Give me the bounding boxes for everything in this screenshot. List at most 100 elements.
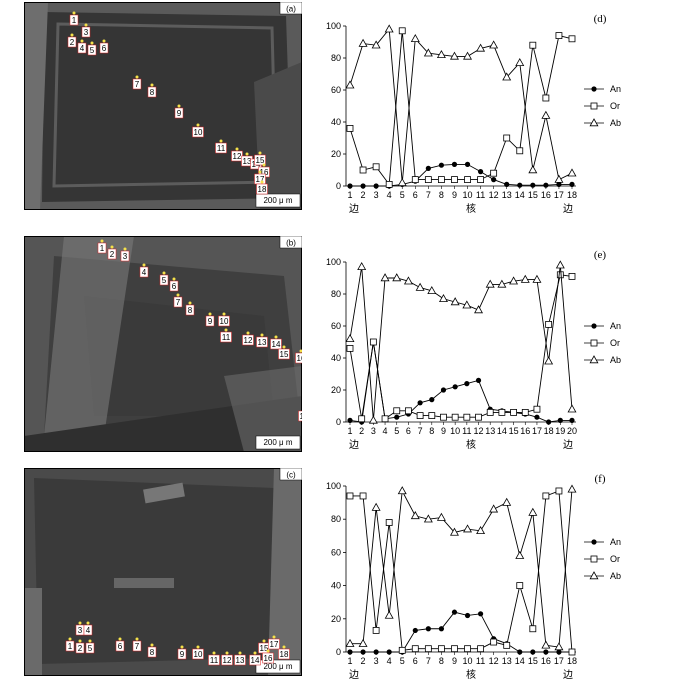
spot-marker [260,180,264,184]
x-group-label-right: 边 [563,669,573,681]
data-point-or [438,176,445,184]
spot-label: 7 [135,80,140,89]
data-point-an [534,414,540,420]
analysis-spot: 10 [192,645,204,660]
spot-marker [70,33,74,37]
analysis-spot: 1 [69,11,79,26]
analysis-spot: 2 [107,245,117,260]
data-point-or [381,415,389,423]
spot-label: 10 [194,650,203,659]
spot-marker [245,152,249,156]
data-point-an [464,612,471,619]
analysis-spot: 14 [270,335,282,350]
x-tick-label: 12 [489,190,499,200]
series-an [347,161,575,189]
data-point-ab [567,484,577,493]
data-point-an [504,181,510,187]
y-tick-label: 40 [331,117,341,127]
x-tick-label: 17 [554,190,564,200]
analysis-spot: 5 [159,271,169,286]
data-point-an [543,649,549,655]
analysis-spot: 18 [256,180,268,195]
x-tick-label: 15 [528,656,538,666]
spot-marker [78,621,82,625]
legend-entry-ab: Ab [584,118,621,128]
y-tick-label: 60 [331,321,341,331]
data-point-an [556,649,562,655]
data-point-ab [410,511,420,520]
analysis-spot: 9 [177,645,187,660]
x-tick-label: 19 [555,426,565,436]
x-tick-label: 13 [485,426,495,436]
legend-label: Ab [610,118,621,128]
x-tick-label: 13 [502,190,512,200]
analysis-spot: 13 [234,651,246,666]
spot-marker [262,639,266,643]
series-line-an [350,163,572,187]
data-point-an [569,417,575,423]
spot-label: 18 [258,185,267,194]
data-point-ab [450,297,460,306]
micrograph-frame [24,236,302,452]
y-tick-label: 100 [326,481,341,491]
data-point-ab [489,40,499,49]
micrograph-c: (c) 200 μ m 3 4 1 2 5 6 7 8 9 10 11 12 13 14 15 16 17 18 [24,468,302,676]
spot-label: 9 [177,109,182,118]
data-point-ab [357,261,367,270]
x-tick-label: 8 [439,656,444,666]
legend-label: Or [610,338,620,348]
x-tick-label: 17 [554,656,564,666]
y-tick-label: 20 [331,385,341,395]
spot-label: 16 [260,168,269,177]
data-point-ab [415,282,425,291]
spot-marker [212,651,216,655]
x-tick-label: 16 [520,426,530,436]
analysis-spot: 12 [221,651,233,666]
data-point-ab [384,24,394,33]
data-point-or [542,94,550,102]
data-point-ab [427,285,437,294]
x-tick-label: 15 [528,190,538,200]
data-point-an [530,182,536,188]
data-point-or [568,273,576,280]
data-point-an [546,419,552,425]
spot-marker [150,83,154,87]
spot-marker [224,328,228,332]
scale-bar-label: 200 μ m [263,438,292,447]
x-tick-label: 9 [452,656,457,666]
data-point-or [416,412,424,420]
data-point-an [591,323,597,329]
x-tick-label: 14 [515,656,525,666]
x-tick-label: 2 [359,426,364,436]
spot-label: 12 [233,152,242,161]
x-tick-label: 12 [474,426,484,436]
series-line-or [349,30,573,186]
data-point-ab [497,279,507,288]
legend-label: Or [610,554,620,564]
x-tick-label: 4 [387,656,392,666]
x-tick-label: 10 [450,426,460,436]
data-point-an [477,611,484,617]
data-point-ab [392,273,402,282]
data-point-ab [436,512,446,521]
analysis-spot: 18 [298,410,302,422]
y-tick-label: 0 [336,181,341,191]
data-point-ab [463,51,473,60]
spot-marker [246,331,250,335]
spot-marker [118,637,122,641]
data-point-or [516,147,524,155]
data-point-or [503,134,511,142]
chart-f: 0 20 40 60 80 100 1 2 3 4 5 6 7 8 9 10 11 12 13 14 15 16 17 18 边… [316,470,700,681]
spot-label: 2 [70,38,75,47]
x-tick-label: 18 [567,656,577,666]
data-point-an [394,414,400,420]
x-group-label-left: 边 [349,669,359,681]
data-point-or [359,166,367,174]
spot-marker [258,170,262,174]
micrograph-panel-label: (c) [286,471,296,480]
y-tick-label: 40 [331,581,341,591]
data-point-ab [544,356,554,365]
data-point-an [425,626,431,632]
x-tick-label: 1 [347,656,352,666]
legend-label: Ab [610,571,621,581]
